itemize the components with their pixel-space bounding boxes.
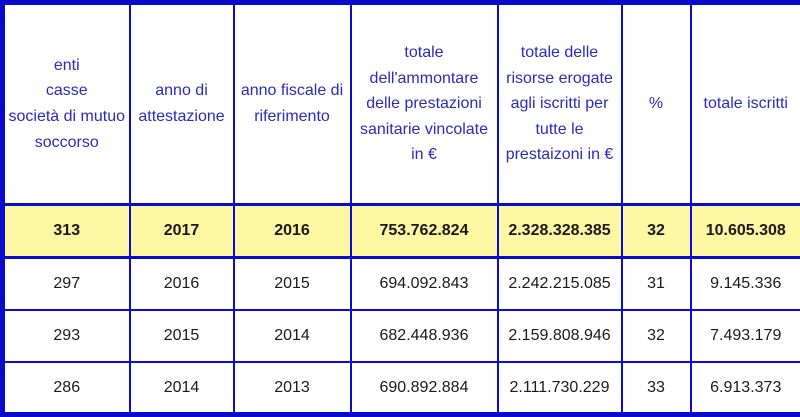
cell-totale-prestazioni: 694.092.843 — [349, 256, 499, 311]
cell-anno-fiscale: 2016 — [232, 203, 352, 259]
cell-totale-iscritti: 9.145.336 — [689, 256, 800, 311]
cell-enti: 297 — [1, 256, 131, 311]
cell-anno-attestazione: 2015 — [128, 308, 235, 363]
cell-percent: 33 — [620, 361, 692, 416]
column-header-totale-prestazioni: totale dell'ammontare delle prestazioni … — [349, 1, 499, 206]
cell-totale-prestazioni: 690.892.884 — [349, 361, 499, 416]
cell-anno-fiscale: 2013 — [232, 361, 352, 416]
column-header-risorse-erogate: totale delle risorse erogate agli iscrit… — [496, 1, 623, 206]
column-header-anno-attestazione: anno di attestazione — [128, 1, 235, 206]
cell-totale-iscritti: 6.913.373 — [689, 361, 800, 416]
cell-enti: 313 — [1, 203, 131, 259]
header-row: enti casse società di mutuo soccorso ann… — [1, 1, 800, 206]
cell-risorse-erogate: 2.111.730.229 — [496, 361, 623, 416]
table-row-2014: 286 2014 2013 690.892.884 2.111.730.229 … — [1, 361, 800, 416]
cell-totale-prestazioni: 753.762.824 — [349, 203, 499, 259]
cell-risorse-erogate: 2.242.215.085 — [496, 256, 623, 311]
column-header-enti: enti casse società di mutuo soccorso — [1, 1, 131, 206]
cell-risorse-erogate: 2.159.808.946 — [496, 308, 623, 363]
table-row-2016: 297 2016 2015 694.092.843 2.242.215.085 … — [1, 256, 800, 311]
table-row-2015: 293 2015 2014 682.448.936 2.159.808.946 … — [1, 308, 800, 363]
cell-totale-iscritti: 10.605.308 — [689, 203, 800, 259]
cell-totale-prestazioni: 682.448.936 — [349, 308, 499, 363]
cell-anno-attestazione: 2017 — [128, 203, 235, 259]
cell-totale-iscritti: 7.493.179 — [689, 308, 800, 363]
cell-percent: 32 — [620, 308, 692, 363]
column-header-percent: % — [620, 1, 692, 206]
column-header-anno-fiscale: anno fiscale di riferimento — [232, 1, 352, 206]
cell-risorse-erogate: 2.328.328.385 — [496, 203, 623, 259]
cell-enti: 286 — [1, 361, 131, 416]
cell-percent: 32 — [620, 203, 692, 259]
cell-anno-attestazione: 2016 — [128, 256, 235, 311]
table-row-highlighted-2017: 313 2017 2016 753.762.824 2.328.328.385 … — [1, 203, 800, 259]
cell-anno-attestazione: 2014 — [128, 361, 235, 416]
cell-anno-fiscale: 2015 — [232, 256, 352, 311]
cell-enti: 293 — [1, 308, 131, 363]
cell-anno-fiscale: 2014 — [232, 308, 352, 363]
cell-percent: 31 — [620, 256, 692, 311]
column-header-totale-iscritti: totale iscritti — [689, 1, 800, 206]
